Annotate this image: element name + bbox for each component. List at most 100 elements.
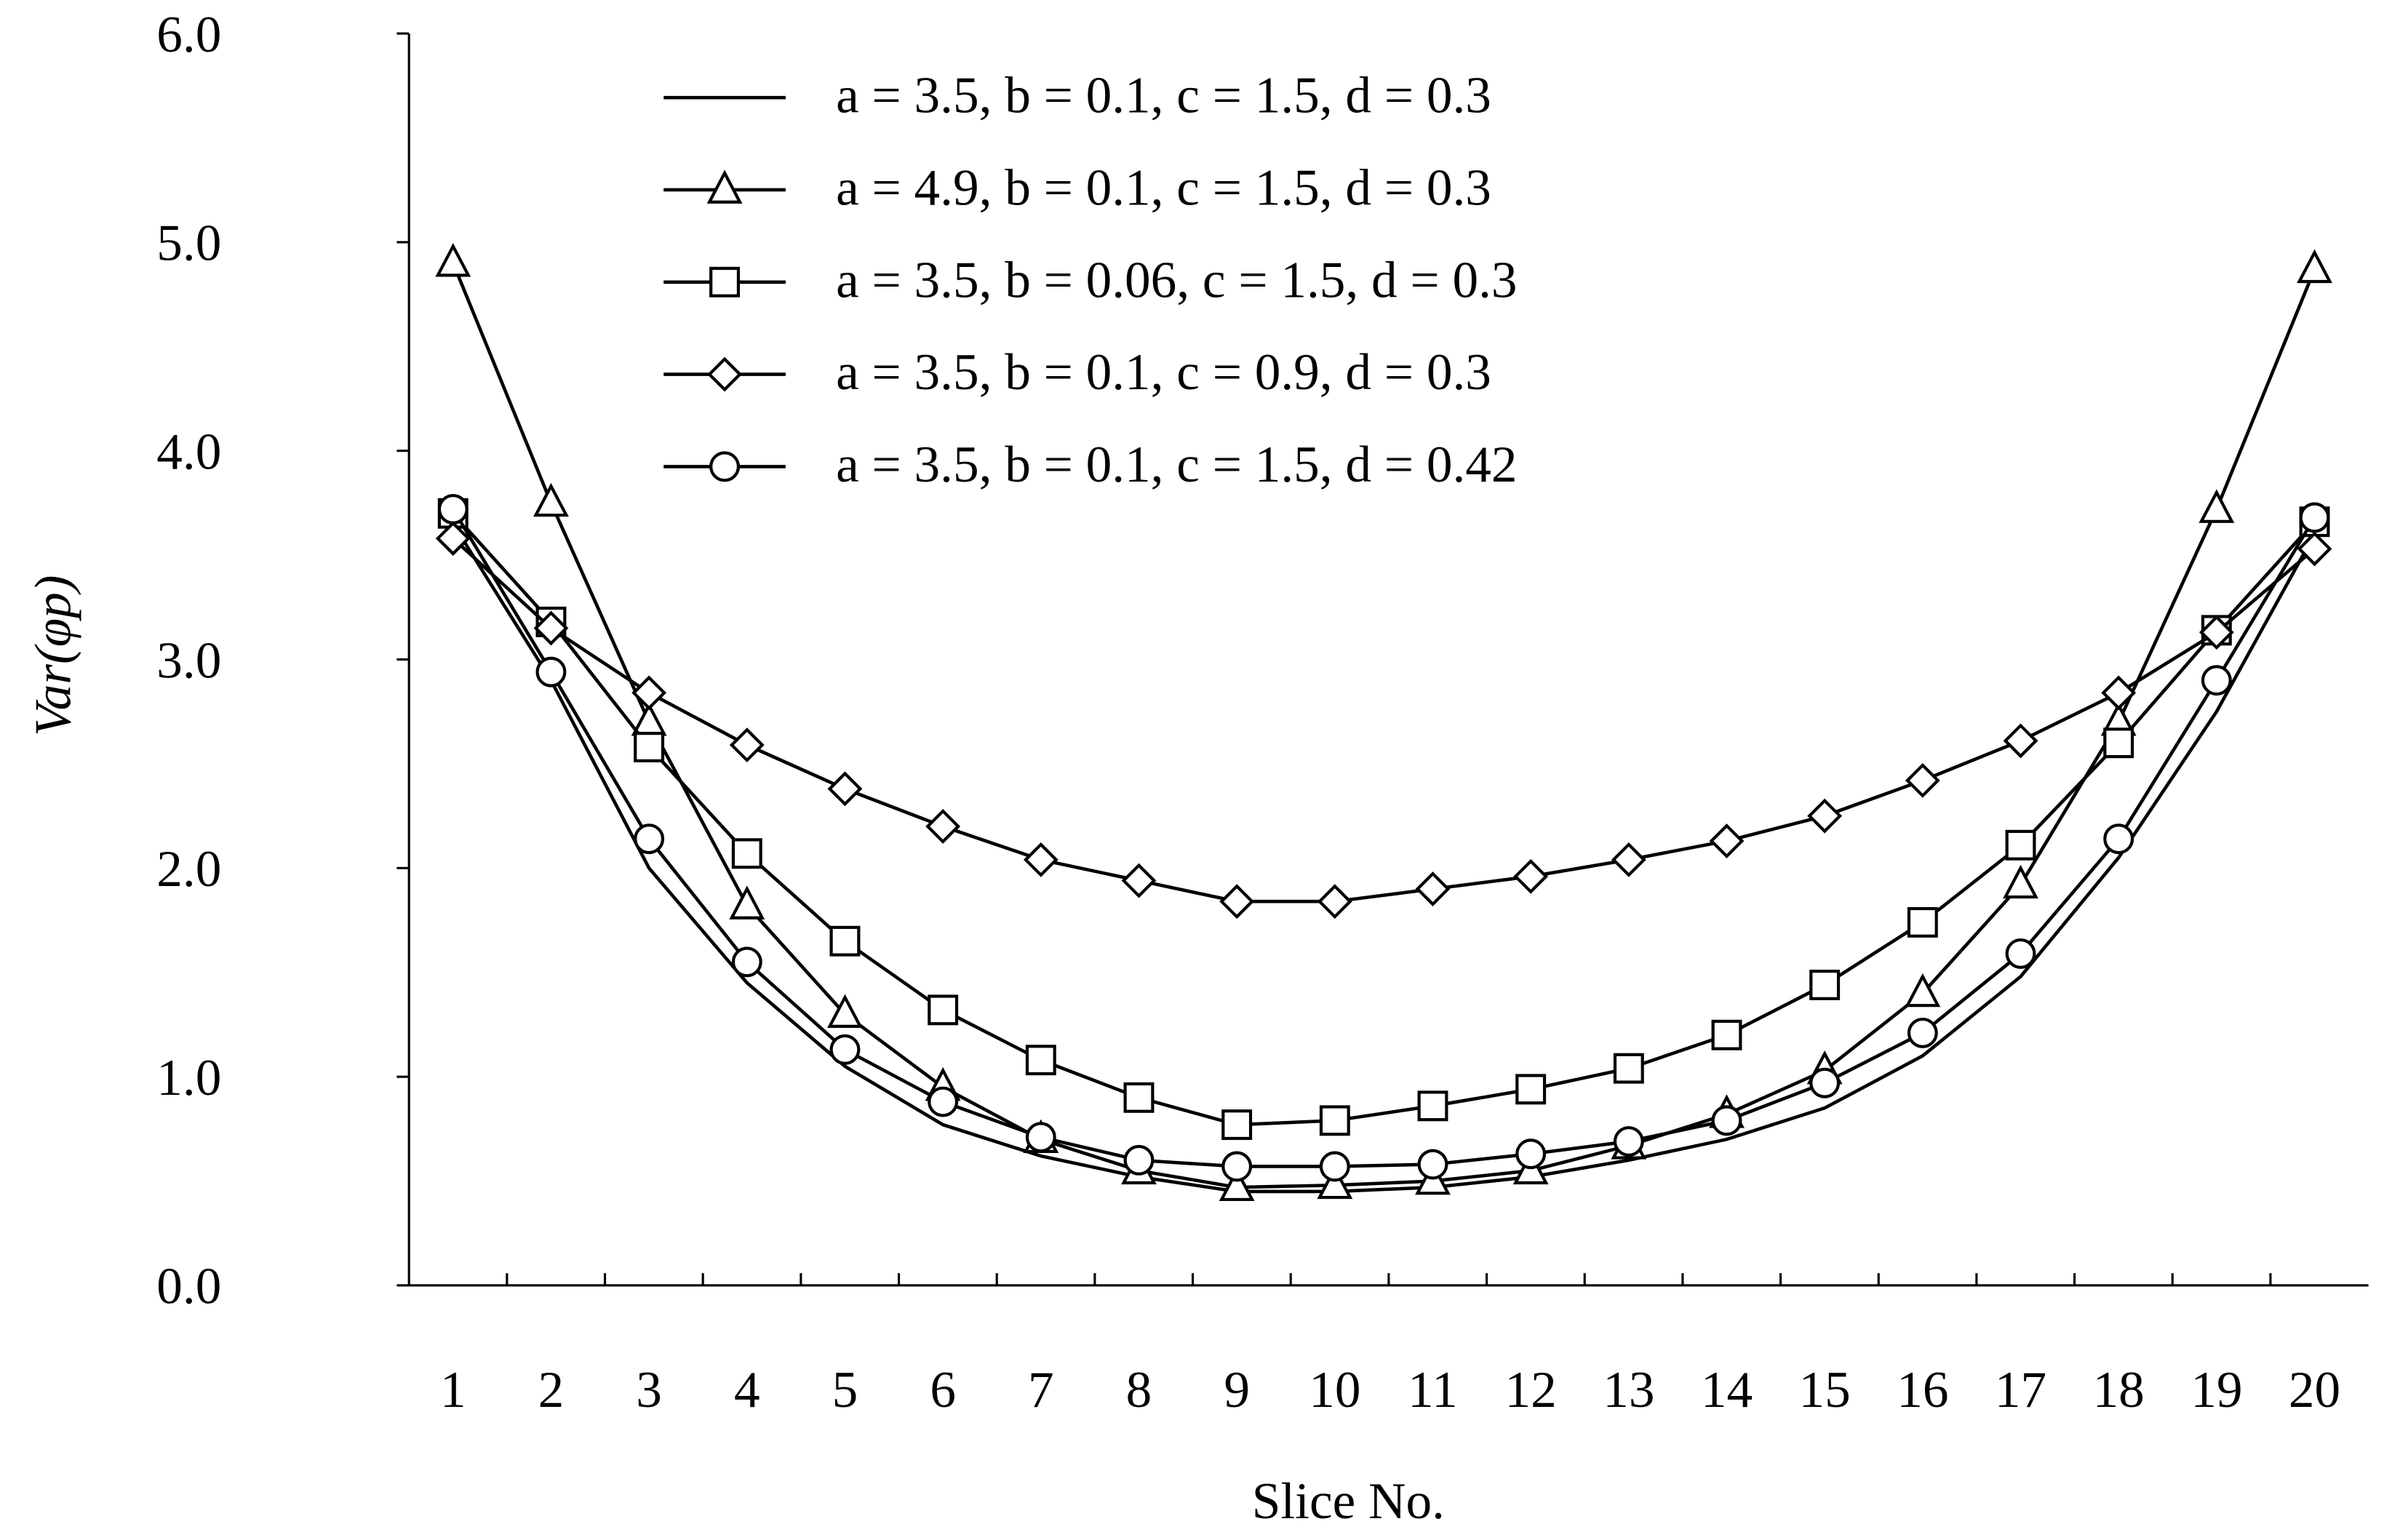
data-point [1319,1151,1350,1182]
series-line [452,537,2316,903]
data-point [1123,1144,1155,1176]
data-point [1907,1017,1938,1048]
data-point [437,494,469,524]
data-point [631,675,667,711]
data-point [1025,1045,1056,1076]
x-tick-label: 3 [636,1361,662,1419]
data-point [2003,864,2038,899]
data-point [1809,1067,1841,1098]
data-point [1711,1105,1742,1136]
data-point [928,1086,959,1117]
data-point [2297,249,2332,284]
data-point [1611,842,1646,877]
y-tick-label: 4.0 [156,423,221,480]
data-point [2005,938,2036,969]
legend-label: a = 3.5, b = 0.1, c = 1.5, d = 0.3 [836,67,1491,124]
y-tick-label: 3.0 [156,631,221,689]
y-tick-label: 0.0 [156,1258,221,1315]
legend-marker [709,266,741,298]
x-tick-label: 13 [1603,1361,1654,1419]
legend-marker [707,356,742,392]
x-tick-label: 20 [2289,1361,2340,1419]
x-tick-label: 6 [930,1361,956,1419]
data-point [634,823,665,855]
data-point [1809,969,1841,1000]
x-axis-label: Slice No. [1252,1472,1445,1530]
data-point [1907,906,1938,938]
x-tick-label: 15 [1799,1361,1851,1419]
x-tick-label: 17 [1995,1361,2046,1419]
data-point [729,885,765,919]
data-point [729,727,765,763]
data-point [1317,884,1352,919]
data-point [1613,1126,1644,1157]
legend-marker [706,169,743,204]
data-point [1415,871,1451,906]
data-point [829,925,861,957]
data-point [2297,531,2332,567]
data-point [535,656,567,687]
data-point [731,946,762,978]
x-tick-label: 5 [832,1361,858,1419]
x-tick-label: 9 [1224,1361,1250,1419]
data-point [2103,823,2134,855]
data-point [1711,1019,1742,1050]
data-point [1025,1122,1056,1153]
series-line [451,262,2316,1189]
data-point [533,610,569,646]
data-point [827,771,863,807]
data-point [1515,1138,1547,1170]
data-point [1515,1074,1547,1105]
legend-label: a = 4.9, b = 0.1, c = 1.5, d = 0.3 [836,159,1491,217]
data-point [1219,1167,1255,1202]
data-point [827,994,863,1028]
y-axis-label: Var(φp) [24,575,81,736]
data-point [634,732,665,762]
data-point [1319,1105,1350,1136]
x-tick-label: 10 [1309,1361,1360,1419]
data-point [1513,858,1549,894]
data-point [435,521,471,556]
x-tick-label: 16 [1897,1361,1948,1419]
series-line [451,508,2316,1168]
data-point [2101,675,2137,711]
x-tick-label: 18 [2093,1361,2145,1419]
data-point [1807,798,1843,834]
data-point [1905,762,1940,798]
data-point [435,243,471,277]
data-point [1417,1149,1448,1180]
data-point [1709,823,1745,858]
data-point [1613,1053,1644,1084]
data-point [2299,502,2330,533]
data-point [1317,1165,1353,1200]
x-tick-label: 2 [538,1361,565,1419]
data-point [1905,973,1941,1008]
data-point [1221,1109,1253,1141]
legend-marker [709,451,741,482]
x-tick-label: 19 [2190,1361,2242,1419]
data-point [1123,1082,1155,1113]
x-tick-label: 11 [1408,1361,1458,1419]
data-point [1417,1090,1448,1122]
data-point [1219,884,1255,919]
x-tick-label: 7 [1028,1361,1054,1419]
x-tick-label: 14 [1701,1361,1753,1419]
data-point [2198,489,2235,523]
x-tick-label: 1 [440,1361,466,1419]
data-point [1023,842,1059,877]
data-point [2005,829,2036,861]
x-tick-label: 4 [734,1361,760,1419]
data-point [928,994,959,1026]
legend-label: a = 3.5, b = 0.06, c = 1.5, d = 0.3 [836,251,1517,308]
data-point [2003,723,2038,759]
data-point [533,482,569,517]
series-line [452,512,2316,1127]
y-tick-label: 5.0 [156,215,221,272]
data-point [2103,727,2134,759]
y-tick-label: 6.0 [156,6,221,63]
data-point [1121,863,1157,898]
legend-label: a = 3.5, b = 0.1, c = 0.9, d = 0.3 [836,343,1491,401]
data-point [1221,1151,1253,1182]
